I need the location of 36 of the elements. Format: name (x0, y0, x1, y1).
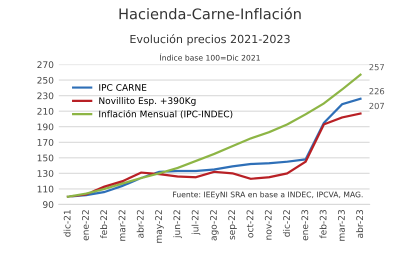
y-tick-label: 170 (38, 139, 54, 146)
x-tick-label: dic-22 (282, 210, 290, 237)
line-series (66, 74, 362, 198)
y-tick-label: 90 (43, 201, 54, 208)
x-tick-label: nov-22 (264, 210, 272, 240)
legend-label: Novillito Esp. +390Kg (99, 97, 196, 106)
y-tick-label: 150 (38, 154, 54, 162)
x-tick-label: ene-23 (301, 210, 308, 240)
x-tick-label: jul-22 (192, 210, 200, 235)
x-tick-label: mar-22 (118, 210, 126, 241)
x-tick-label: may-22 (155, 210, 164, 243)
y-tick-label: 270 (37, 61, 54, 68)
y-tick-label: 230 (37, 92, 54, 100)
data-label: 257 (369, 64, 384, 70)
x-tick-label: abr-22 (136, 210, 144, 238)
x-tick-label: feb-22 (100, 210, 108, 238)
legend-label: IPC CARNE (99, 84, 146, 91)
legend-label: Inflación Mensual (IPC-INDEC) (99, 110, 232, 118)
x-tick-label: oct-22 (246, 210, 254, 238)
y-tick-label: 110 (38, 186, 54, 192)
y-tick-label: 130 (38, 170, 54, 177)
chart-subtitle: Evolución precios 2021-2023 (130, 34, 290, 46)
x-tick-label: jun-22 (173, 210, 182, 238)
x-tick-label: feb-23 (320, 210, 327, 238)
data-label: 226 (369, 88, 384, 94)
x-tick-label: ago-22 (210, 210, 219, 240)
y-tick-label: 210 (37, 108, 54, 115)
y-tick-label: 190 (38, 123, 54, 130)
chart-title: Hacienda-Carne-Inflación (119, 7, 301, 20)
x-tick-label: abr-23 (356, 210, 364, 238)
x-tick-label: mar-23 (338, 210, 345, 241)
x-tick-label: dic-21 (64, 210, 71, 237)
data-label: 207 (369, 102, 384, 110)
x-tick-label: ene-22 (82, 210, 89, 240)
x-tick-label: sep-22 (228, 210, 237, 240)
y-tick-label: 250 (37, 76, 54, 84)
